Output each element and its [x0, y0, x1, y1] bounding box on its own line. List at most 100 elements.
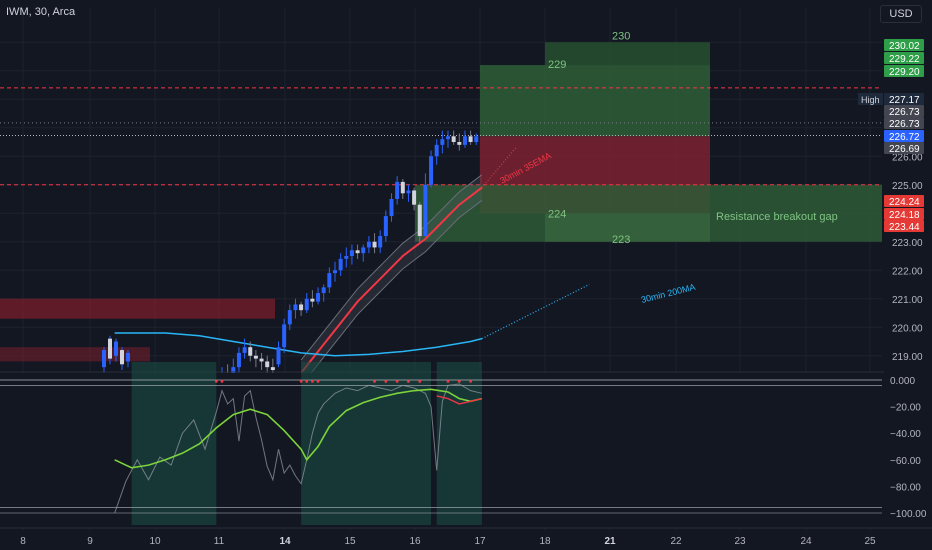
- candle-body: [304, 298, 309, 311]
- candle-body: [372, 241, 377, 248]
- oscillator-signal-dot: [384, 379, 388, 383]
- candle-body: [310, 298, 315, 302]
- time-axis-tick: 18: [539, 536, 551, 547]
- candle-body: [429, 156, 434, 185]
- candle-body: [389, 199, 394, 217]
- oscillator-signal-dot: [305, 379, 309, 383]
- candle-body: [231, 367, 236, 379]
- oscillator-red-line: [436, 395, 483, 405]
- candle-body: [361, 247, 366, 254]
- candle-body: [108, 338, 112, 359]
- candle-body: [120, 350, 124, 365]
- oscillator-signal-dot: [220, 379, 224, 383]
- price-tag-box: [884, 208, 924, 220]
- supply-zone-left-2: [0, 347, 150, 362]
- time-axis-tick: 16: [409, 536, 421, 547]
- price-tag: 227.17 High: [858, 93, 924, 106]
- price-tag-value: 226.73: [889, 107, 920, 118]
- candle-body: [259, 358, 264, 362]
- candle-body: [406, 190, 411, 194]
- time-axis-tick: 11: [214, 536, 225, 547]
- candle-body: [457, 142, 462, 145]
- candle-body: [344, 256, 349, 259]
- candle-body: [293, 304, 298, 311]
- price-axis-tick: 221.00: [892, 295, 923, 306]
- oscillator-gray-line: [114, 383, 483, 514]
- oscillator-green-line: [114, 388, 483, 469]
- oscillator-signal-dot: [407, 379, 410, 383]
- price-tag-value: 226.69: [889, 144, 920, 155]
- candle-body: [327, 273, 332, 288]
- price-tag-box: [884, 220, 924, 232]
- candle-body: [242, 347, 247, 353]
- candle-body: [417, 204, 422, 237]
- oscillator-signal-dot: [469, 379, 472, 383]
- ema-band-upper: [300, 174, 483, 361]
- zone-label: 230: [612, 30, 630, 42]
- candle-body: [412, 190, 417, 205]
- symbol-header[interactable]: IWM, 30, Arca: [6, 6, 76, 18]
- ma-200-projection-line: [481, 283, 590, 340]
- price-tag: 224.18: [884, 208, 924, 221]
- candle-body: [400, 181, 405, 194]
- price-axis-tick: 223.00: [892, 238, 923, 249]
- candle-body: [395, 181, 400, 199]
- oscillator-signal-dot: [457, 379, 461, 383]
- candle-body: [102, 350, 106, 368]
- gap-zone-label: Resistance breakout gap: [716, 211, 838, 223]
- time-axis-tick: 24: [800, 536, 812, 547]
- price-tag-box: [884, 52, 924, 64]
- time-axis-tick: 23: [734, 536, 746, 547]
- candle-body: [333, 270, 337, 274]
- candle-body: [321, 287, 326, 294]
- price-tag-box: [884, 117, 924, 129]
- zone-label: 224: [548, 208, 566, 220]
- price-axis-tick: 220.00: [892, 323, 923, 334]
- candle-body: [468, 136, 473, 142]
- oscillator-axis-tick: −20.00: [890, 403, 921, 414]
- price-tag-value: 227.17: [889, 95, 920, 106]
- price-tag-box: [884, 105, 924, 117]
- price-axis-tick: 219.00: [892, 352, 923, 363]
- candle-body: [423, 184, 428, 237]
- oscillator-shade: [131, 362, 217, 525]
- price-tag-value: 224.18: [889, 210, 920, 221]
- target-zone-upper: [545, 42, 710, 66]
- oscillator-axis-tick: 0.000: [890, 376, 915, 387]
- candle-body: [282, 324, 287, 348]
- time-axis-tick: 25: [864, 536, 876, 547]
- price-tag-value: 224.24: [889, 197, 920, 208]
- candle-body: [355, 250, 360, 254]
- time-axis-tick: 10: [149, 536, 161, 547]
- price-tag: 229.20: [884, 65, 924, 78]
- price-tag: 226.69: [884, 142, 924, 155]
- oscillator-signal-dot: [316, 379, 320, 383]
- candle-body: [287, 310, 292, 325]
- oscillator-signal-dot: [373, 379, 376, 383]
- candle-body: [248, 347, 253, 356]
- price-tag: 229.22: [884, 52, 924, 65]
- price-axis-tick: 225.00: [892, 181, 923, 192]
- oscillator-axis-tick: −80.00: [890, 482, 921, 493]
- price-tag-box: [884, 130, 924, 142]
- price-tag-box: [884, 142, 924, 154]
- candle-body: [265, 361, 270, 368]
- time-axis-tick: 14: [279, 536, 291, 547]
- price-tag-value: 226.73: [889, 119, 920, 130]
- oscillator-signal-dot: [311, 379, 314, 383]
- time-axis-tick: 17: [474, 536, 486, 547]
- oscillator-signal-dot: [214, 379, 218, 383]
- candle-body: [270, 367, 275, 370]
- oscillator-shade: [436, 362, 482, 525]
- oscillator-signal-dot: [395, 379, 399, 383]
- currency-button[interactable]: USD: [880, 5, 922, 23]
- candle-body: [236, 352, 241, 368]
- candle-body: [253, 355, 258, 359]
- candle-body: [434, 144, 439, 157]
- ema-35-line: [300, 186, 483, 374]
- price-tag: 223.44: [884, 220, 924, 233]
- gap-zone-inner: [545, 213, 710, 242]
- price-tag: 230.02: [884, 39, 924, 52]
